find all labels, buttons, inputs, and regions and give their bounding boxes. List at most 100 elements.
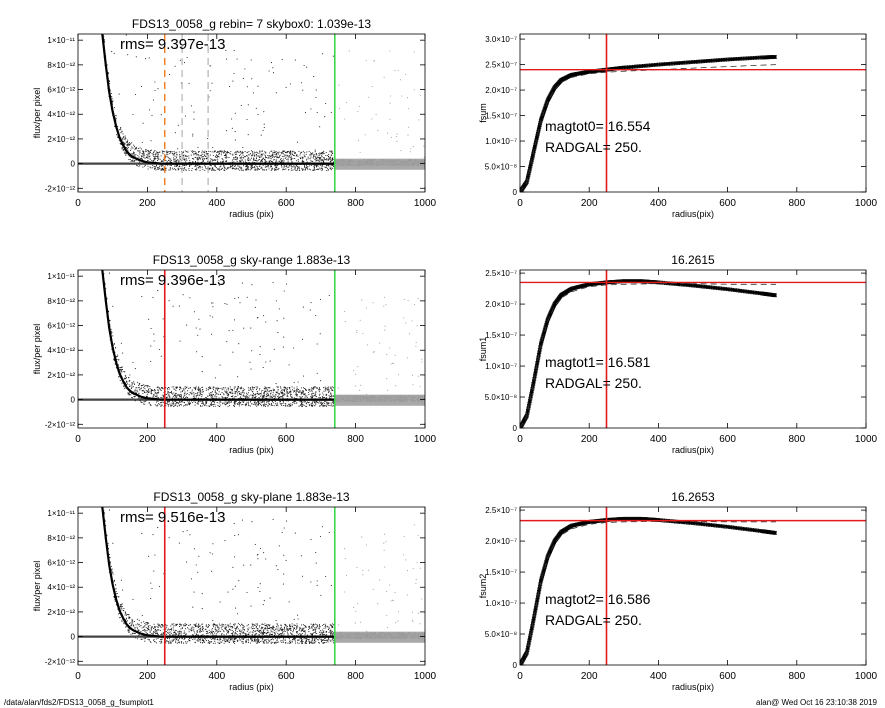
profile-2-scatter-point bbox=[221, 397, 223, 399]
profile-1-scatter-point bbox=[322, 159, 324, 161]
profile-1-scatter-point bbox=[191, 150, 193, 152]
profile-2-scatter-point bbox=[193, 311, 195, 313]
profile-1-scatter-point bbox=[111, 96, 113, 98]
profile-1-scatter-point bbox=[232, 154, 234, 156]
profile-2-scatter-point bbox=[198, 386, 200, 388]
profile-2-scatter-point bbox=[251, 350, 253, 352]
profile-2-scatter-point bbox=[117, 354, 119, 356]
profile-1-scatter-point bbox=[246, 86, 248, 88]
profile-2-scatter-point bbox=[184, 386, 186, 388]
profile-1-scatter-point bbox=[210, 160, 212, 162]
profile-1-scatter-point bbox=[283, 150, 286, 152]
profile-1-scatter-point bbox=[287, 155, 289, 157]
profile-1-scatter-point bbox=[296, 160, 298, 162]
profile-2-scatter-point bbox=[279, 402, 281, 404]
profile-1-scatter-point bbox=[406, 97, 409, 99]
profile-1-scatter-point bbox=[186, 159, 188, 161]
profile-2-scatter-point bbox=[329, 397, 331, 399]
profile-1-scatter-point bbox=[120, 132, 122, 134]
profile-1-scatter-point bbox=[264, 159, 266, 161]
profile-1-scatter-point bbox=[175, 161, 177, 163]
profile-2-scatter-point bbox=[123, 260, 124, 261]
profile-1-scatter-point bbox=[246, 167, 248, 169]
profile-2-scatter-point bbox=[139, 389, 141, 391]
profile-2-scatter-point bbox=[282, 389, 284, 391]
profile-1-scatter-point bbox=[188, 169, 190, 171]
profile-2-scatter-point bbox=[241, 390, 243, 392]
profile-2-scatter-point bbox=[232, 329, 234, 331]
profile-2-scatter-point bbox=[99, 211, 100, 212]
profile-1-scatter-point bbox=[177, 167, 179, 169]
profile-2-scatter-point bbox=[324, 386, 326, 388]
profile-1-scatter-point bbox=[221, 167, 224, 169]
profile-2-scatter-point bbox=[246, 296, 248, 298]
profile-2-scatter-point bbox=[293, 402, 295, 404]
profile-2-scatter-point bbox=[210, 403, 212, 405]
profile-1-scatter-point bbox=[266, 160, 268, 162]
profile-1-scatter-point bbox=[142, 122, 144, 124]
profile-2-scatter-point bbox=[294, 394, 296, 396]
profile-1-scatter-point bbox=[316, 164, 318, 166]
profile-2-scatter-point bbox=[143, 384, 145, 386]
profile-2-scatter-point bbox=[243, 395, 245, 397]
profile-1-scatter-point bbox=[289, 83, 291, 85]
profile-2-scatter-point bbox=[156, 386, 158, 388]
profile-2-scatter-point bbox=[196, 392, 199, 394]
profile-1-scatter-point bbox=[141, 152, 143, 154]
profile-2-scatter-point bbox=[283, 386, 285, 388]
profile-1-scatter-point bbox=[196, 152, 198, 154]
profile-1-scatter-point bbox=[281, 166, 283, 168]
profile-2-scatter-point bbox=[97, 143, 98, 144]
profile-2-scatter-point bbox=[214, 401, 216, 403]
profile-2-scatter-point bbox=[236, 402, 238, 404]
profile-1-ytick-label: 4×10⁻¹² bbox=[47, 110, 75, 119]
profile-1-scatter-point bbox=[258, 152, 260, 154]
profile-1-scatter-point bbox=[294, 169, 296, 171]
profile-2-scatter-point bbox=[308, 391, 310, 394]
profile-1-scatter-point bbox=[319, 154, 321, 156]
profile-1-scatter-point bbox=[275, 166, 277, 168]
profile-2-scatter-point bbox=[202, 391, 204, 393]
profile-2-scatter-point bbox=[271, 390, 273, 392]
profile-1-scatter-point bbox=[240, 156, 242, 158]
profile-1-scatter-point bbox=[275, 92, 277, 94]
profile-2-scatter-point bbox=[175, 404, 177, 406]
profile-1-scatter-point bbox=[168, 159, 170, 161]
profile-2-scatter-point bbox=[114, 363, 116, 365]
profile-2-scatter-point bbox=[152, 396, 154, 398]
profile-2-scatter-point bbox=[150, 391, 152, 393]
profile-2-scatter-point bbox=[283, 390, 286, 392]
profile-2-scatter-point bbox=[306, 401, 309, 403]
profile-1-scatter-point bbox=[233, 157, 235, 159]
profile-2-scatter-point bbox=[260, 395, 262, 397]
profile-1-scatter-point bbox=[128, 143, 130, 145]
profile-2-scatter-point bbox=[418, 375, 420, 377]
profile-1-scatter-point bbox=[155, 157, 157, 160]
profile-2-scatter-point bbox=[318, 388, 320, 391]
profile-1-scatter-point bbox=[243, 157, 245, 159]
profile-2-scatter-point bbox=[322, 396, 324, 399]
profile-2-scatter-point bbox=[102, 175, 103, 176]
profile-2-scatter-point bbox=[290, 392, 292, 394]
profile-2-scatter-point bbox=[99, 208, 100, 209]
profile-2-scatter-point bbox=[263, 315, 265, 317]
profile-2-scatter-point bbox=[309, 309, 311, 311]
profile-1-scatter-point bbox=[115, 117, 117, 120]
profile-2-scatter-point bbox=[191, 393, 193, 395]
profile-2-scatter-point bbox=[157, 290, 159, 292]
profile-1-scatter-point bbox=[194, 153, 197, 155]
profile-2-scatter-point bbox=[224, 303, 226, 305]
profile-1-scatter-point bbox=[101, 22, 102, 23]
profile-2-scatter-point bbox=[119, 367, 121, 369]
profile-2-scatter-point bbox=[162, 395, 165, 398]
profile-1-scatter-point bbox=[304, 168, 306, 170]
profile-1-scatter-point bbox=[169, 169, 171, 171]
profile-2-scatter-point bbox=[171, 397, 173, 399]
profile-2-scatter-point bbox=[199, 328, 201, 330]
profile-1-scatter-point bbox=[126, 141, 129, 143]
profile-2-scatter-point bbox=[224, 390, 226, 392]
profile-1-scatter-point bbox=[193, 153, 195, 155]
profile-2-scatter-point bbox=[98, 159, 99, 160]
profile-1-scatter-point bbox=[238, 151, 240, 154]
profile-2-scatter-point bbox=[303, 404, 305, 406]
